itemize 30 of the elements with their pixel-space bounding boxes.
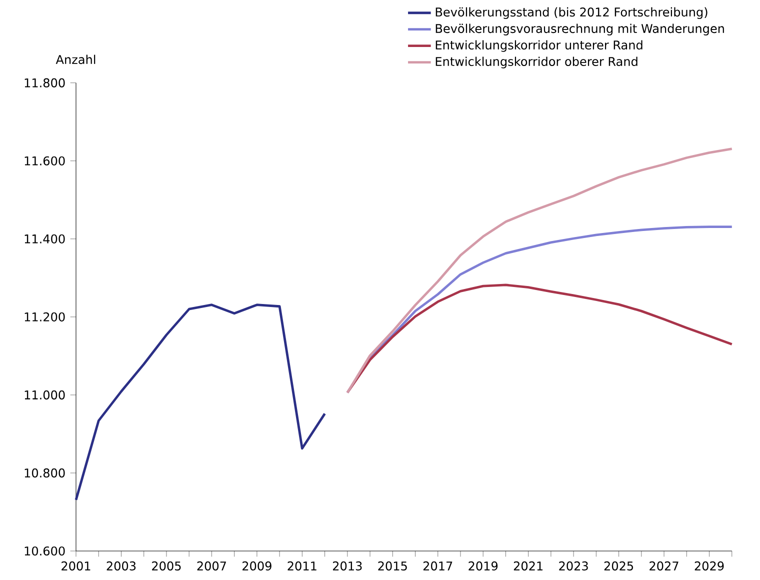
y-tick-label: 11.600	[24, 156, 65, 166]
legend-label: Entwicklungskorridor oberer Rand	[436, 56, 638, 68]
x-tick-label: 2017	[423, 561, 452, 571]
line-series	[346, 284, 734, 394]
x-tick-label: 2013	[332, 561, 362, 571]
legend-label: Bevölkerungsstand (bis 2012 Fortschreibung)	[436, 7, 708, 19]
line-series	[74, 304, 326, 502]
x-tick-label: 2003	[106, 561, 136, 571]
x-tick-label: 2015	[378, 561, 407, 571]
y-tick-label: 10.600	[24, 546, 65, 556]
x-tick-label: 2005	[152, 561, 181, 571]
legend-label: Entwicklungskorridor unterer Rand	[436, 40, 642, 52]
x-tick-label: 2001	[62, 561, 90, 571]
x-tick-label: 2021	[514, 561, 543, 571]
line-series	[346, 148, 734, 394]
legend-label: Bevölkerungsvorausrechnung mit Wanderungen	[436, 24, 724, 36]
y-tick-label: 11.800	[24, 78, 65, 88]
y-tick-label: 10.800	[24, 468, 65, 478]
x-tick-label: 2023	[559, 561, 588, 571]
x-tick-label: 2007	[197, 561, 226, 571]
y-tick-label: 11.400	[24, 234, 65, 244]
y-tick-label: 11.200	[24, 312, 65, 322]
x-tick-label: 2009	[242, 561, 272, 571]
x-tick-label: 2025	[604, 561, 634, 571]
x-tick-label: 2029	[694, 561, 724, 571]
y-axis-title: Anzahl	[56, 54, 96, 64]
x-tick-label: 2019	[468, 561, 498, 571]
y-tick-label: 11.000	[24, 390, 65, 400]
x-tick-label: 2011	[288, 561, 316, 571]
x-tick-label: 2027	[650, 561, 678, 571]
